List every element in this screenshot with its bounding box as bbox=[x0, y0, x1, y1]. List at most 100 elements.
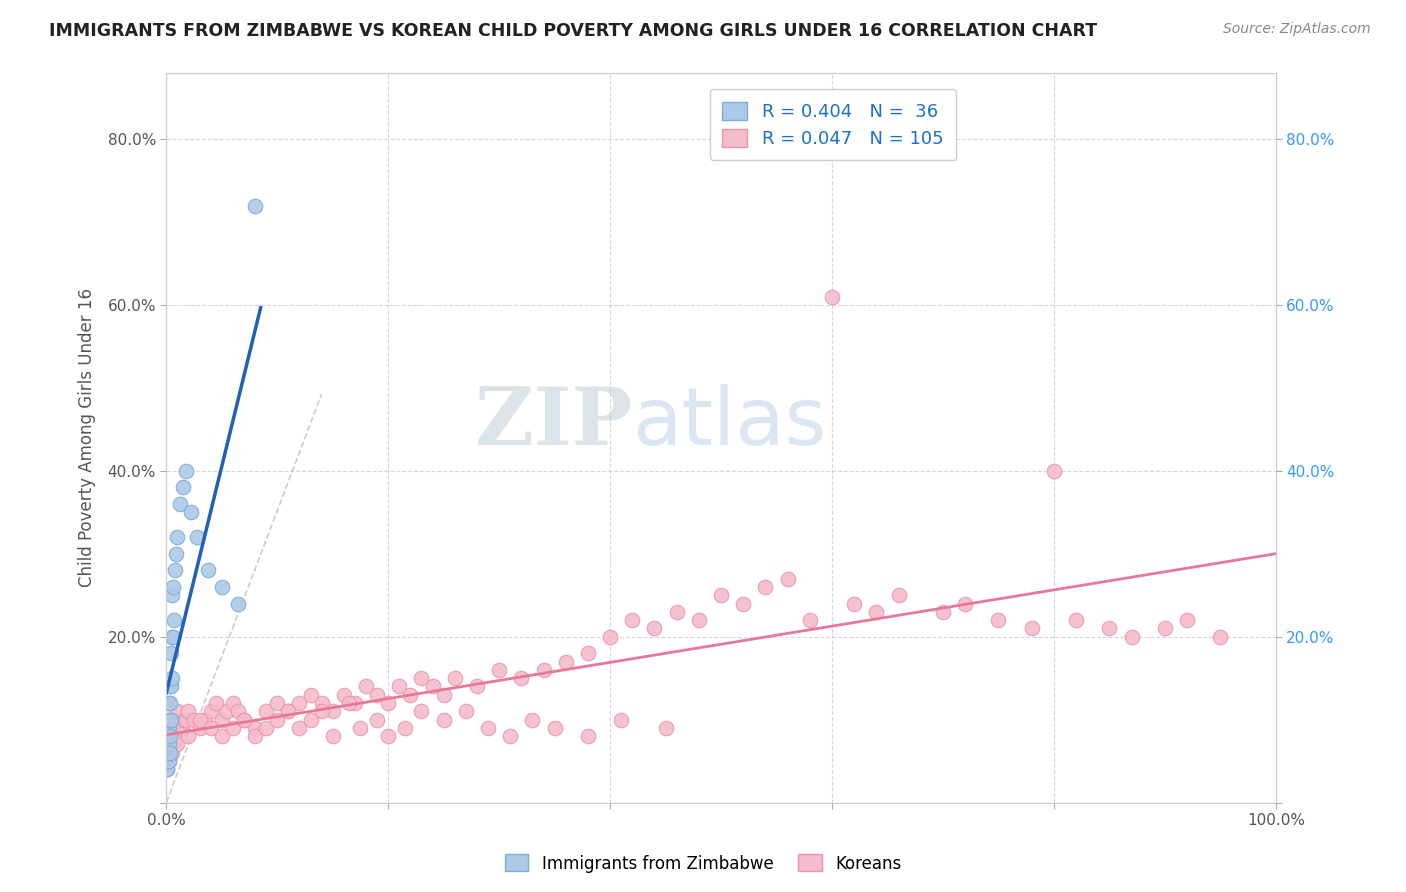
Point bbox=[311, 696, 333, 710]
Point bbox=[174, 713, 197, 727]
Text: Source: ZipAtlas.com: Source: ZipAtlas.com bbox=[1223, 22, 1371, 37]
Point bbox=[288, 696, 311, 710]
Point bbox=[243, 199, 266, 213]
Point bbox=[157, 746, 180, 760]
Point bbox=[621, 613, 644, 627]
Point bbox=[349, 721, 371, 735]
Point bbox=[266, 713, 288, 727]
Point bbox=[166, 530, 188, 544]
Point bbox=[165, 713, 187, 727]
Point bbox=[394, 721, 416, 735]
Point bbox=[610, 713, 633, 727]
Point bbox=[157, 738, 180, 752]
Point bbox=[377, 729, 399, 743]
Point bbox=[156, 763, 179, 777]
Point bbox=[333, 688, 356, 702]
Point bbox=[222, 696, 245, 710]
Point bbox=[228, 597, 250, 611]
Point bbox=[665, 605, 688, 619]
Point bbox=[599, 630, 621, 644]
Point bbox=[388, 680, 411, 694]
Point bbox=[987, 613, 1010, 627]
Point bbox=[163, 729, 186, 743]
Point bbox=[173, 713, 195, 727]
Point bbox=[159, 738, 181, 752]
Point bbox=[186, 530, 208, 544]
Point bbox=[465, 680, 488, 694]
Text: IMMIGRANTS FROM ZIMBABWE VS KOREAN CHILD POVERTY AMONG GIRLS UNDER 16 CORRELATIO: IMMIGRANTS FROM ZIMBABWE VS KOREAN CHILD… bbox=[49, 22, 1097, 40]
Point bbox=[165, 547, 187, 561]
Point bbox=[217, 704, 239, 718]
Point bbox=[200, 721, 222, 735]
Point bbox=[233, 713, 256, 727]
Point bbox=[211, 713, 233, 727]
Point bbox=[169, 497, 191, 511]
Point bbox=[366, 713, 388, 727]
Point bbox=[277, 704, 299, 718]
Point bbox=[433, 713, 456, 727]
Point bbox=[163, 613, 186, 627]
Point bbox=[254, 704, 277, 718]
Point bbox=[166, 738, 188, 752]
Point bbox=[159, 729, 181, 743]
Point bbox=[343, 696, 366, 710]
Point bbox=[953, 597, 976, 611]
Point bbox=[1064, 613, 1087, 627]
Point bbox=[157, 696, 180, 710]
Point bbox=[733, 597, 755, 611]
Point bbox=[366, 688, 388, 702]
Point bbox=[157, 713, 180, 727]
Point bbox=[322, 704, 344, 718]
Point bbox=[844, 597, 866, 611]
Point bbox=[160, 671, 183, 685]
Point bbox=[543, 721, 565, 735]
Point bbox=[533, 663, 555, 677]
Point bbox=[170, 721, 193, 735]
Point bbox=[322, 729, 344, 743]
Point bbox=[162, 630, 184, 644]
Point bbox=[172, 481, 194, 495]
Point bbox=[799, 613, 821, 627]
Point bbox=[654, 721, 676, 735]
Point bbox=[488, 663, 510, 677]
Point bbox=[277, 704, 299, 718]
Point bbox=[165, 721, 187, 735]
Point bbox=[554, 655, 576, 669]
Point bbox=[433, 688, 456, 702]
Point bbox=[710, 588, 733, 602]
Point bbox=[194, 713, 217, 727]
Point bbox=[177, 704, 200, 718]
Point bbox=[165, 563, 187, 577]
Point bbox=[688, 613, 710, 627]
Point bbox=[159, 713, 181, 727]
Point bbox=[776, 572, 799, 586]
Point bbox=[160, 746, 183, 760]
Point bbox=[1098, 622, 1121, 636]
Point bbox=[311, 704, 333, 718]
Point bbox=[205, 696, 228, 710]
Point bbox=[222, 721, 245, 735]
Point bbox=[576, 729, 599, 743]
Point bbox=[576, 646, 599, 660]
Point bbox=[159, 646, 181, 660]
Point bbox=[887, 588, 910, 602]
Point bbox=[337, 696, 360, 710]
Point bbox=[211, 729, 233, 743]
Point bbox=[160, 630, 183, 644]
Point bbox=[228, 704, 250, 718]
Point bbox=[160, 588, 183, 602]
Point bbox=[159, 696, 181, 710]
Point bbox=[188, 721, 211, 735]
Point bbox=[188, 713, 211, 727]
Point bbox=[197, 563, 219, 577]
Point bbox=[865, 605, 887, 619]
Legend: Immigrants from Zimbabwe, Koreans: Immigrants from Zimbabwe, Koreans bbox=[498, 847, 908, 880]
Point bbox=[169, 729, 191, 743]
Point bbox=[499, 729, 522, 743]
Point bbox=[243, 729, 266, 743]
Point bbox=[162, 738, 184, 752]
Point bbox=[644, 622, 666, 636]
Point bbox=[411, 704, 433, 718]
Point bbox=[159, 680, 181, 694]
Point bbox=[454, 704, 477, 718]
